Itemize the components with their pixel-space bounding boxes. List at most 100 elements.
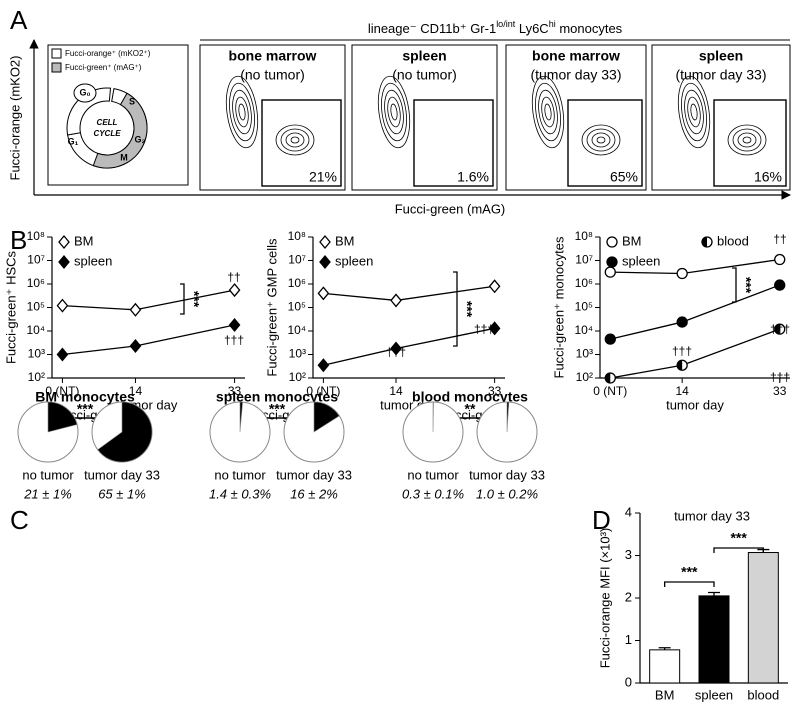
pie-category: tumor day 33 <box>84 467 160 482</box>
pie-title: BM monocytes <box>35 389 135 405</box>
contour <box>596 136 606 144</box>
error-bar <box>708 591 720 596</box>
y-tick-label: 10³ <box>289 347 306 361</box>
bar <box>698 595 730 684</box>
bracket <box>180 283 185 315</box>
legend-label: spleen <box>622 253 660 268</box>
significance: †† <box>773 232 786 246</box>
phase-label: S <box>129 96 135 106</box>
cycle-segment <box>92 92 148 169</box>
marker <box>604 266 616 278</box>
y-tick-label: 10² <box>576 370 593 384</box>
line <box>62 324 235 356</box>
contour <box>687 96 701 128</box>
cycle-title: CELL <box>97 118 118 127</box>
gate <box>261 99 342 187</box>
legend-label: BM <box>622 233 642 248</box>
x-tick-label: 33 <box>228 384 242 398</box>
legend-label: spleen <box>335 253 373 268</box>
legend-marker <box>606 236 618 248</box>
gate-percent: 21% <box>309 169 337 185</box>
legend-label: BM <box>335 233 355 248</box>
marker <box>676 316 688 328</box>
pie-slice <box>313 401 340 433</box>
x-tick-label: 0 (NT) <box>306 384 340 398</box>
flow-plot <box>505 44 647 191</box>
phase-label: G₂ <box>135 134 146 144</box>
contour <box>732 128 762 152</box>
contour <box>591 132 611 148</box>
marker-half <box>774 324 780 335</box>
gate <box>413 99 494 187</box>
pie-category: tumor day 33 <box>276 467 352 482</box>
marker <box>488 321 501 336</box>
x-tick-label: 33 <box>488 384 502 398</box>
marker <box>317 358 330 373</box>
legend-marker <box>319 234 331 250</box>
significance: ** <box>465 401 476 417</box>
pie-title: blood monocytes <box>412 389 528 405</box>
pie-category: no tumor <box>22 467 74 482</box>
legend-marker <box>58 234 70 250</box>
legend-swatch <box>51 62 62 73</box>
y-tick-label: 10⁵ <box>288 300 306 314</box>
marker <box>390 341 402 356</box>
y-tick-label: 10⁶ <box>288 276 306 290</box>
g0-bubble <box>73 83 97 103</box>
contour <box>285 132 305 148</box>
panel-label: C <box>10 505 29 535</box>
phase-label: G₀ <box>79 87 90 97</box>
contour <box>225 75 259 149</box>
significance: ††† <box>770 370 790 384</box>
significance: ††† <box>474 322 494 336</box>
line <box>323 327 495 366</box>
x-tick-label: 14 <box>389 384 403 398</box>
y-tick-label: 10² <box>289 370 306 384</box>
contour <box>531 75 565 149</box>
x-tick-label: spleen <box>695 687 733 702</box>
panel-label: B <box>10 225 27 255</box>
gate <box>567 99 643 187</box>
y-tick-label: 2 <box>625 589 632 604</box>
contour <box>684 89 704 135</box>
marker <box>676 267 688 280</box>
pie-category: no tumor <box>407 467 459 482</box>
chart-subtitle: tumor day 33 <box>674 508 750 523</box>
contour <box>677 75 711 149</box>
y-tick-label: 10³ <box>28 347 45 361</box>
value-label: 16 ± 2% <box>290 486 338 501</box>
contour <box>690 103 698 121</box>
flow-plot <box>199 44 346 191</box>
marker <box>390 293 402 308</box>
contour <box>538 89 558 135</box>
significance: *** <box>77 401 94 417</box>
line <box>323 285 495 302</box>
plot-condition: (no tumor) <box>392 67 457 83</box>
contour <box>280 128 310 152</box>
marker <box>129 302 142 317</box>
marker <box>129 338 142 354</box>
pie-category: no tumor <box>214 467 266 482</box>
plot-tissue: bone marrow <box>532 48 620 64</box>
plot-condition: (tumor day 33) <box>530 67 621 83</box>
y-tick-label: 10⁶ <box>27 276 45 290</box>
contour <box>229 82 255 142</box>
line <box>62 289 235 311</box>
plot-tissue: spleen <box>699 48 743 64</box>
value-label: 1.4 ± 0.3% <box>209 486 271 501</box>
phase-label: M <box>120 152 128 162</box>
plot-condition: (no tumor) <box>240 67 305 83</box>
contour <box>681 82 707 142</box>
header: lineage⁻ CD11b⁺ Gr-1lo/int Ly6Chi monocy… <box>368 19 623 36</box>
contour <box>535 82 561 142</box>
y-tick-label: 10³ <box>576 347 593 361</box>
y-tick-label: 3 <box>625 547 632 562</box>
marker <box>228 317 241 333</box>
flow-plot <box>351 44 498 191</box>
significance: ††† <box>224 333 244 347</box>
pie-slice <box>239 401 243 433</box>
cycle-segment <box>66 87 112 136</box>
contour <box>390 103 398 121</box>
contour <box>581 124 621 156</box>
marker <box>56 298 69 313</box>
